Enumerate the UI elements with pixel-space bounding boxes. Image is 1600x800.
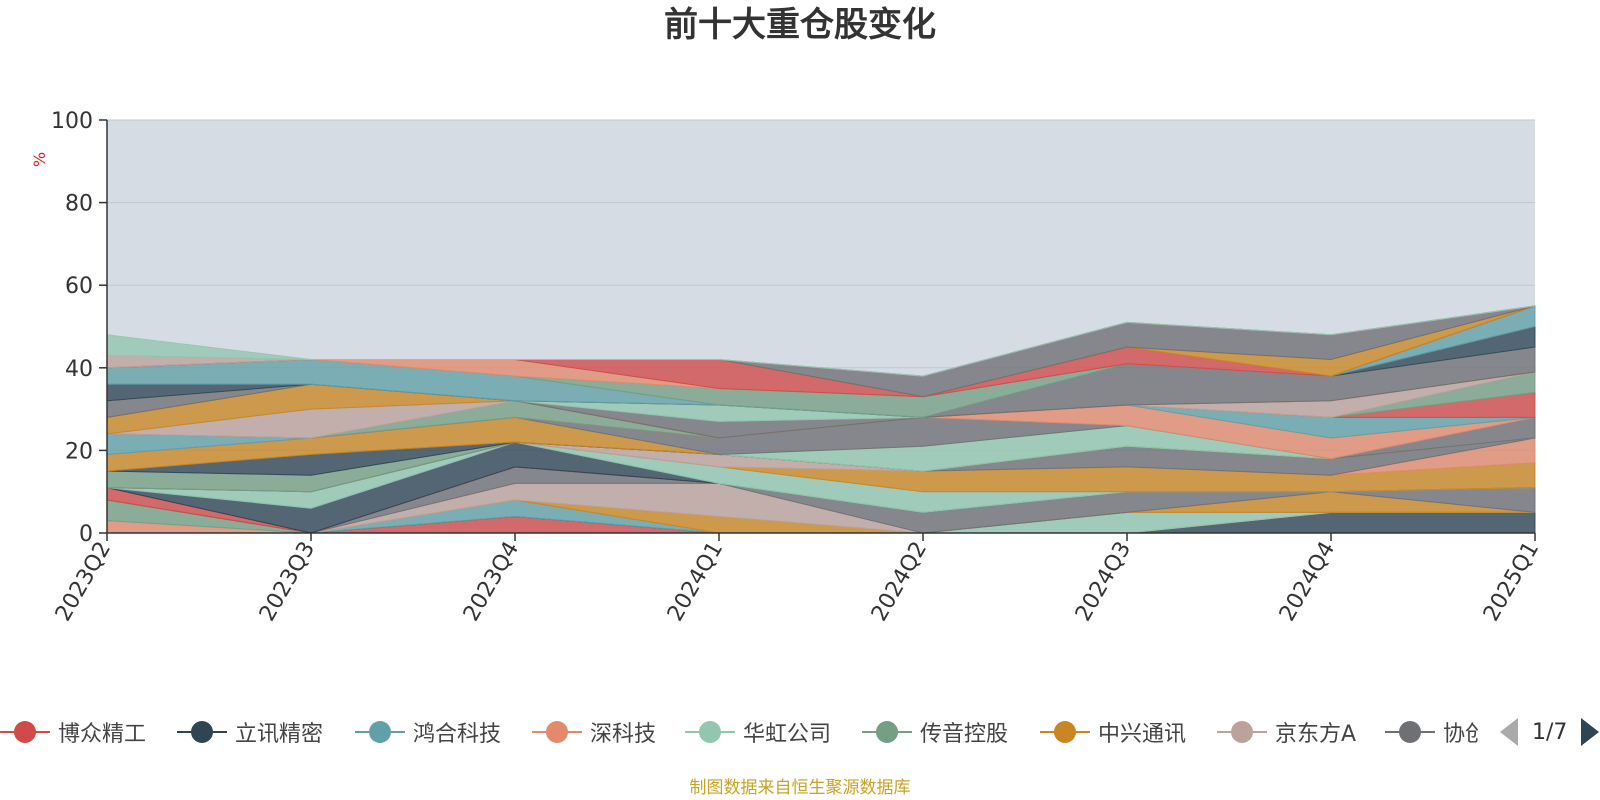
y-tick-label: 40 [65,357,93,382]
legend-item[interactable]: 协创数据 [1385,712,1478,752]
legend-item[interactable]: 深科技 [532,712,656,752]
legend-label: 立讯精密 [235,722,324,747]
x-tick-label: 2025Q1 [1479,538,1544,626]
y-axis-unit-label: % [30,151,50,168]
legend-label: 博众精工 [58,722,147,747]
y-tick-label: 0 [79,522,93,547]
legend-marker-icon [177,721,227,743]
legend-marker-icon [532,721,582,743]
series-area-series-39[interactable] [106,305,1536,377]
y-tick-label: 80 [65,192,93,217]
legend-label: 协创数据 [1443,722,1478,747]
legend-pager: 1/7 [1500,712,1600,752]
legend-prev-page-icon[interactable] [1500,718,1518,746]
legend-item[interactable]: 中兴通讯 [1040,712,1186,752]
x-tick-label: 2023Q2 [51,538,116,626]
x-tick-label: 2024Q3 [1071,538,1136,626]
legend-item[interactable]: 立讯精密 [177,712,323,752]
stacked-area-chart: 0 20 40 60 80 100 2023Q2 2023Q3 2023Q4 2024Q1 2024… [51,109,1544,626]
legend-item[interactable]: 博众精工 [0,712,146,752]
legend-item[interactable]: 传音控股 [862,712,1008,752]
legend-next-page-icon[interactable] [1581,718,1600,746]
x-tick-label: 2024Q4 [1275,538,1340,626]
legend-item[interactable]: 华虹公司 [685,712,831,752]
legend-marker-icon [355,721,405,743]
legend-page-indicator: 1/7 [1532,719,1568,745]
legend-label: 深科技 [590,722,657,747]
legend-label: 鸿合科技 [413,722,502,747]
legend-marker-icon [1385,721,1435,743]
legend-marker-icon [0,721,50,743]
x-tick-label: 2023Q3 [255,538,320,626]
legend-label: 华虹公司 [743,722,832,747]
legend-marker-icon [862,721,912,743]
x-tick-label: 2024Q2 [867,538,932,626]
legend-label: 传音控股 [920,722,1009,747]
legend-item[interactable]: 鸿合科技 [355,712,501,752]
legend-marker-icon [685,721,735,743]
source-note: 制图数据来自恒生聚源数据库 [689,778,911,798]
chart-title: 前十大重仓股变化 [664,5,936,45]
legend-label: 京东方A [1275,722,1357,747]
legend-item[interactable]: 京东方A [1217,712,1356,752]
legend-marker-icon [1040,721,1090,743]
x-tick-label: 2024Q1 [663,538,728,626]
legend-items-viewport: 博众精工 立讯精密 鸿合科技 深科技 华虹公司 传音控股 中兴通讯 京东方A 协创数据 [0,712,1478,752]
legend-marker-icon [1217,721,1267,743]
legend: 博众精工 立讯精密 鸿合科技 深科技 华虹公司 传音控股 中兴通讯 京东方A 协创数据 1/7 [0,712,1600,752]
y-tick-label: 60 [65,274,93,299]
x-tick-label: 2023Q4 [459,538,524,626]
y-tick-label: 100 [51,109,93,134]
y-tick-label: 20 [65,439,93,464]
legend-label: 中兴通讯 [1098,722,1187,747]
